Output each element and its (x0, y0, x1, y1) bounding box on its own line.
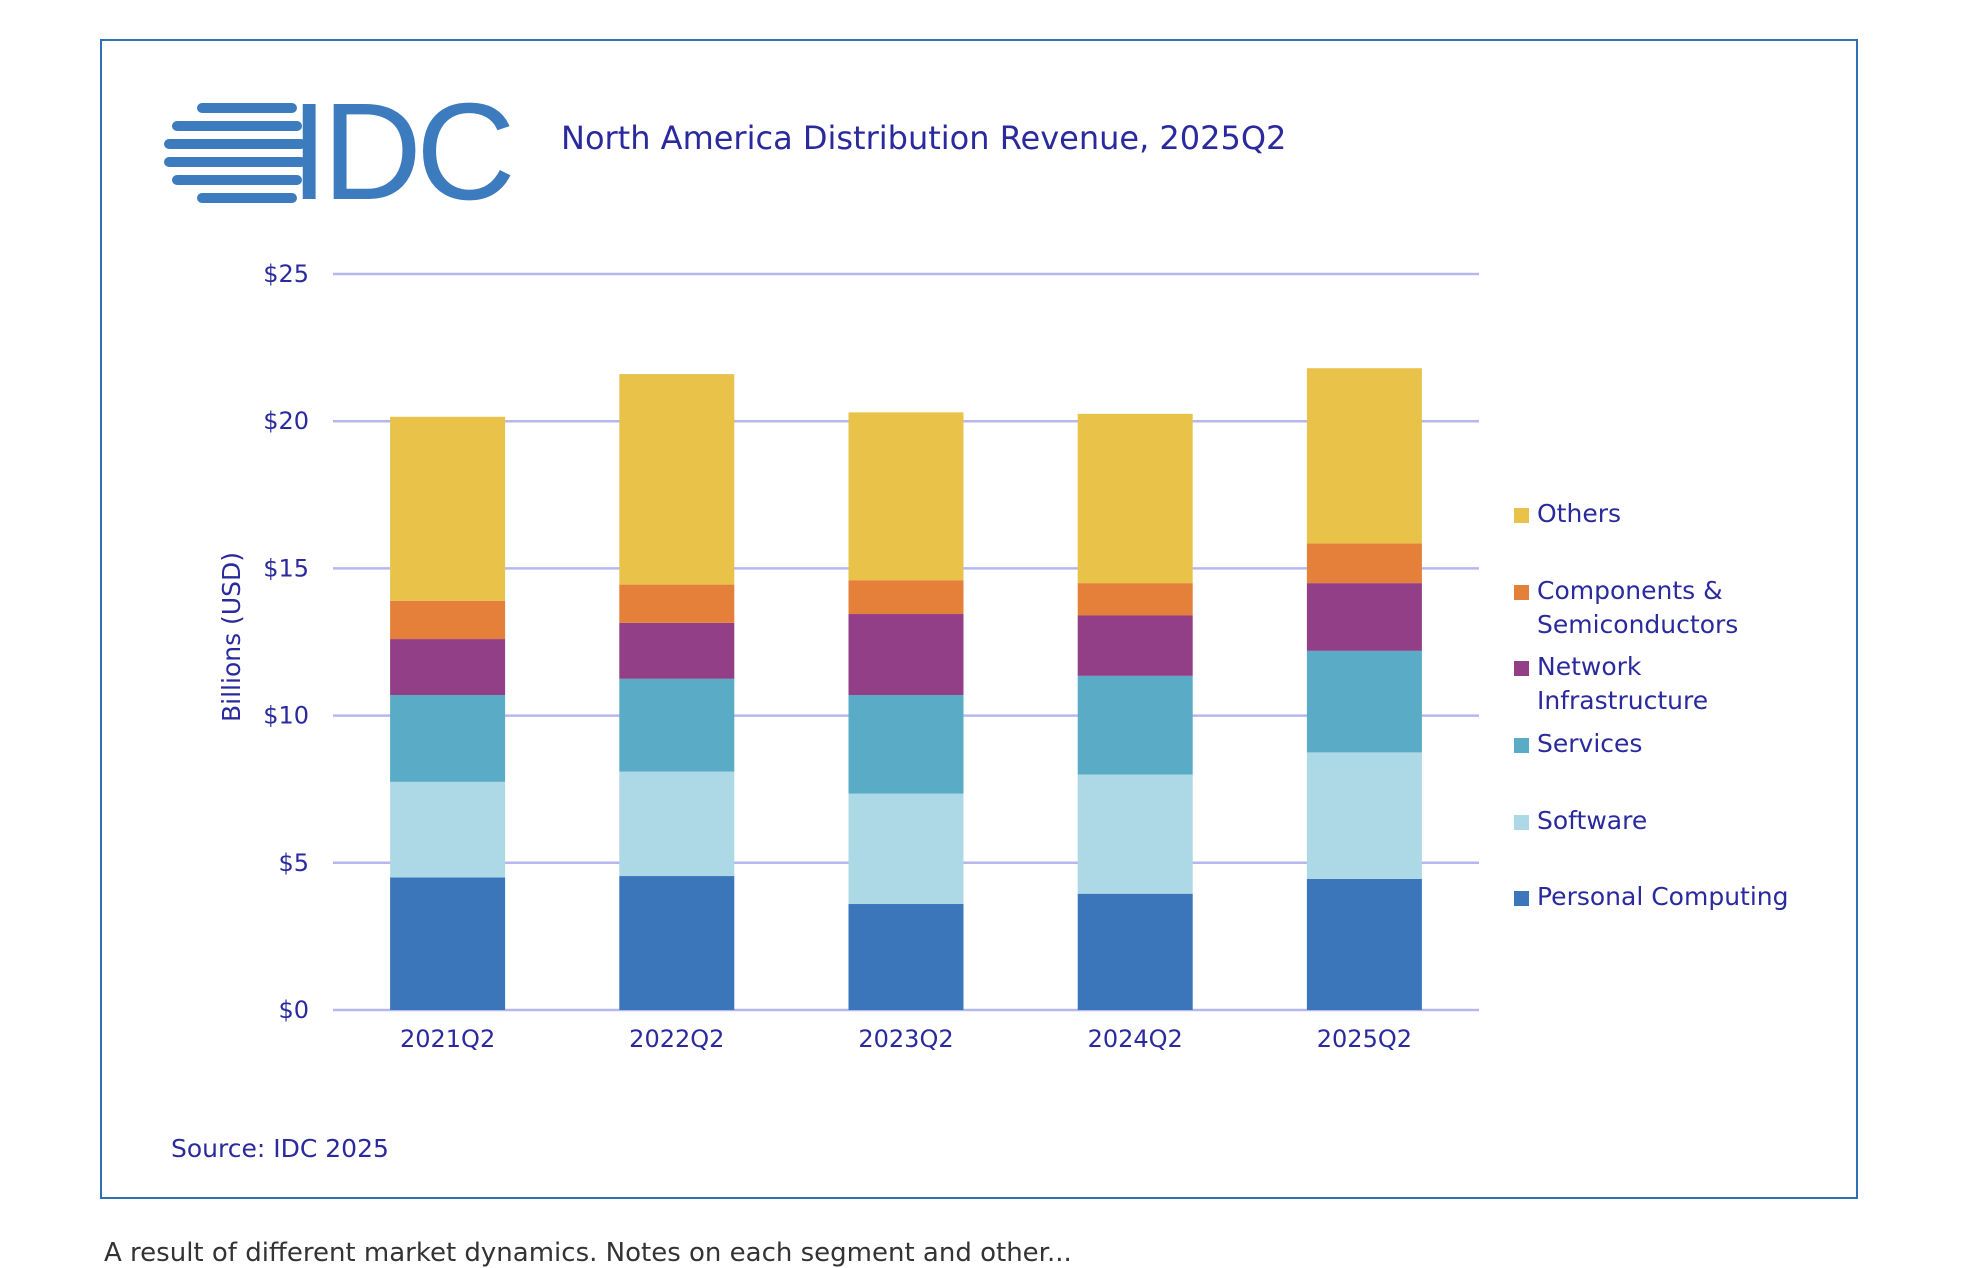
legend-label: Components & (1537, 576, 1723, 605)
y-axis-labels: $0 $5 $10 $15 $20 $25 (263, 260, 309, 1024)
caption-fragment: A result of different market dynamics. N… (104, 1238, 1072, 1268)
x-tick-label: 2022Q2 (629, 1025, 724, 1053)
y-tick-label: $0 (278, 996, 309, 1024)
x-tick-label: 2024Q2 (1088, 1025, 1183, 1053)
bar-segment (619, 771, 735, 877)
bar-segment (1306, 650, 1422, 753)
legend-label: Others (1537, 499, 1621, 528)
bar-segment (848, 614, 964, 695)
bar-segment (1306, 368, 1422, 544)
bar-segment (1077, 413, 1193, 584)
legend-swatch (1514, 661, 1529, 676)
bar-segment (619, 678, 735, 772)
legend-swatch (1514, 738, 1529, 753)
bar-segment (848, 580, 964, 615)
legend-label: Semiconductors (1537, 610, 1738, 639)
legend-swatch (1514, 585, 1529, 600)
legend-label: Network (1537, 652, 1642, 681)
y-tick-label: $10 (263, 702, 309, 730)
chart-frame: IDC North America Distribution Revenue, … (100, 39, 1858, 1199)
bar-segment (619, 622, 735, 679)
bar-segment (619, 876, 735, 1010)
x-tick-label: 2021Q2 (400, 1025, 495, 1053)
legend-label: Software (1537, 806, 1647, 835)
logo-stripe (172, 175, 302, 185)
x-tick-label: 2025Q2 (1317, 1025, 1412, 1053)
logo-stripe (164, 139, 306, 149)
bar-segment (1077, 583, 1193, 616)
chart-canvas: IDC North America Distribution Revenue, … (164, 75, 1789, 1163)
bar-segment (848, 412, 964, 581)
bar-segment (390, 639, 506, 695)
bar-segment (1077, 893, 1193, 1010)
bar-segment (848, 694, 964, 794)
y-tick-label: $5 (278, 849, 309, 877)
legend-swatch (1514, 815, 1529, 830)
legend-label: Infrastructure (1537, 686, 1708, 715)
bar-segment (1306, 543, 1422, 584)
y-axis-title: Billions (USD) (217, 552, 246, 722)
bar-segment (848, 793, 964, 905)
bar-segment (1077, 675, 1193, 775)
bar-segment (619, 374, 735, 585)
y-tick-label: $15 (263, 554, 309, 582)
x-tick-label: 2023Q2 (858, 1025, 953, 1053)
bar-segment (1306, 752, 1422, 879)
legend: Others Components & Semiconductors Network I… (1514, 499, 1789, 911)
bar-segment (390, 416, 506, 601)
bar-segment (848, 904, 964, 1010)
bar-segment (1077, 615, 1193, 676)
x-axis-labels: 2021Q2 2022Q2 2023Q2 2024Q2 2025Q2 (400, 1025, 1412, 1053)
y-tick-label: $25 (263, 260, 309, 288)
bar-segment (390, 781, 506, 878)
logo-stripe (197, 193, 297, 203)
y-tick-label: $20 (263, 407, 309, 435)
logo-stripe (164, 157, 306, 167)
logo-stripe (197, 103, 297, 113)
logo-stripe (172, 121, 302, 131)
logo-text: IDC (290, 75, 511, 229)
bar-segment (1306, 878, 1422, 1010)
bar-segment (619, 584, 735, 623)
idc-logo: IDC (164, 75, 517, 229)
legend-label: Personal Computing (1537, 882, 1789, 911)
bars (390, 368, 1422, 1010)
bar-segment (390, 694, 506, 782)
bar-segment (1306, 583, 1422, 651)
bar-segment (1077, 774, 1193, 894)
legend-label: Services (1537, 729, 1642, 758)
chart-title: North America Distribution Revenue, 2025… (561, 119, 1286, 157)
legend-swatch (1514, 508, 1529, 523)
bar-segment (390, 877, 506, 1010)
source-note: Source: IDC 2025 (171, 1134, 389, 1163)
legend-swatch (1514, 891, 1529, 906)
bar-segment (390, 600, 506, 640)
